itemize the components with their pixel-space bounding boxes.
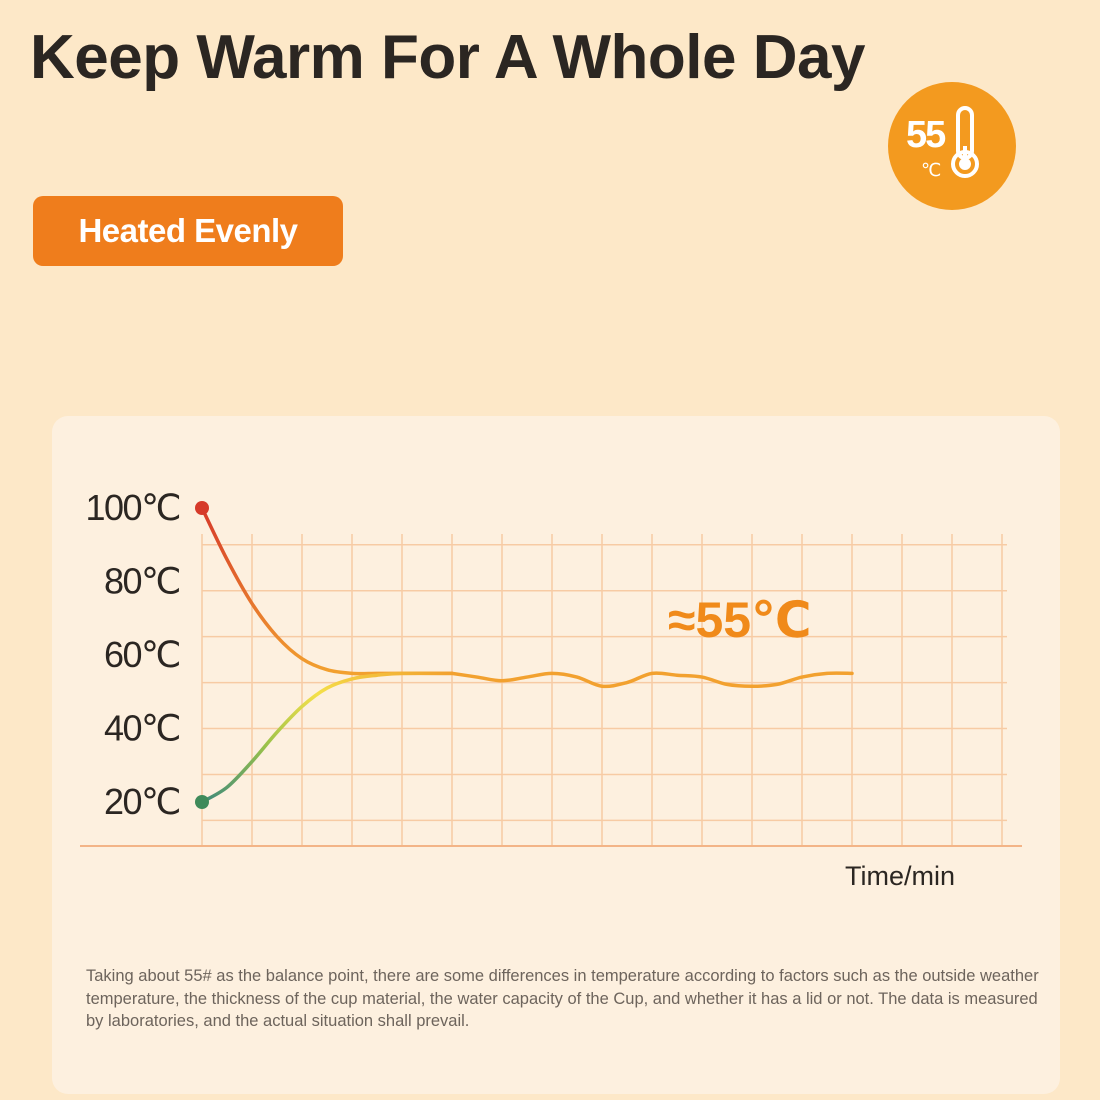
thermometer-icon xyxy=(951,106,979,178)
series-line-heating xyxy=(200,671,454,804)
badge-unit: ℃ xyxy=(921,160,942,180)
page-title: Keep Warm For A Whole Day xyxy=(30,23,865,92)
y-tick-label: 40℃ xyxy=(104,708,180,749)
badge-value: 55 xyxy=(906,114,946,156)
disclaimer-text: Taking about 55# as the balance point, t… xyxy=(86,967,1039,1030)
y-tick-label: 20℃ xyxy=(104,781,180,822)
start-point-20 xyxy=(195,795,209,809)
temperature-badge: 55 ℃ xyxy=(888,82,1016,210)
y-tick-label: 80℃ xyxy=(104,561,180,602)
balance-temperature-label: ≈55℃ xyxy=(668,592,812,648)
x-axis-label: Time/min xyxy=(845,861,955,891)
chart-card: 100℃ 80℃ 60℃ 40℃ 20℃ Time/min ≈55℃ xyxy=(52,416,1060,1094)
heated-evenly-tag: Heated Evenly xyxy=(33,196,343,266)
start-point-100 xyxy=(195,501,209,515)
y-tick-label: 100℃ xyxy=(86,487,181,528)
series-line-steady xyxy=(450,671,854,689)
temperature-chart: 100℃ 80℃ 60℃ 40℃ 20℃ Time/min ≈55℃ xyxy=(80,487,1022,891)
y-tick-label: 60℃ xyxy=(104,634,180,675)
